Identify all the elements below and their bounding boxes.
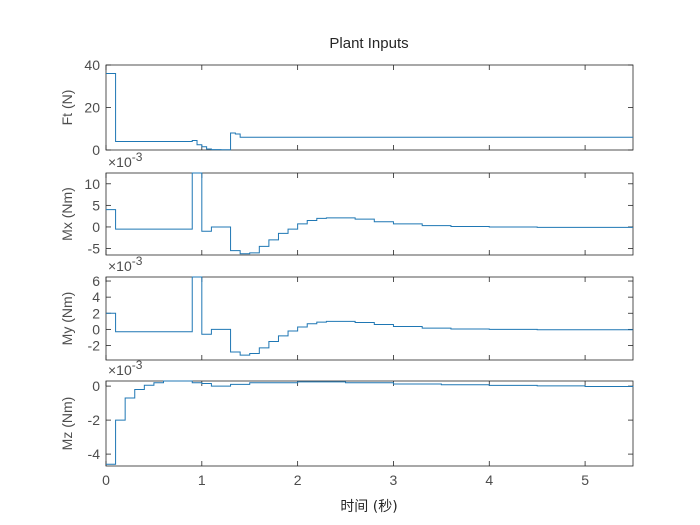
y-exponent-label: ×10-3: [108, 150, 143, 170]
y-tick-label: 40: [84, 57, 100, 73]
y-tick-label: 0: [92, 378, 100, 394]
y-tick-label: -4: [88, 446, 101, 462]
x-tick-label: 2: [294, 472, 302, 488]
y-tick-label: 6: [92, 273, 100, 289]
y-axis-label-mx: Mx (Nm): [59, 187, 75, 241]
series-line-mz: [106, 380, 634, 465]
y-tick-label: 0: [92, 142, 100, 158]
y-tick-label: 20: [84, 100, 100, 116]
y-tick-label: -2: [88, 337, 101, 353]
subplot-ft: 0 20 40 Ft (N): [59, 57, 634, 158]
y-tick-label: 0: [92, 219, 100, 235]
y-tick-label: 0: [92, 321, 100, 337]
series-line-my: [106, 276, 633, 356]
y-exponent-label: ×10-3: [108, 358, 143, 378]
series-line-mx: [106, 172, 633, 255]
y-axis-label-mz: Mz (Nm): [59, 397, 75, 451]
x-tick-label: 1: [198, 472, 206, 488]
axes-frame-my: [105, 276, 634, 361]
subplot-mx: -5 0 5 10 ×10-3 Mx (Nm): [59, 150, 634, 257]
subplot-mz: -4 -2 0 0 1 2 3 4 5 ×10-3 Mz (Nm): [59, 358, 634, 488]
x-tick-label: 4: [485, 472, 493, 488]
x-tick-label: 5: [581, 472, 589, 488]
x-tick-label: 3: [390, 472, 398, 488]
y-axis-label-my: My (Nm): [59, 292, 75, 346]
axes-frame-mz: [105, 380, 634, 467]
y-tick-label: 10: [84, 176, 100, 192]
x-tick-label: 0: [102, 472, 110, 488]
x-axis-label: 时间 (秒): [340, 499, 397, 515]
axes-frame-mx: [105, 172, 634, 256]
y-tick-label: -5: [88, 241, 101, 257]
axes-frame-ft: [105, 64, 634, 151]
y-exponent-label: ×10-3: [108, 254, 143, 274]
y-tick-label: 4: [92, 289, 100, 305]
chart-title: Plant Inputs: [329, 35, 408, 52]
y-tick-label: 5: [92, 197, 100, 213]
y-tick-label: 2: [92, 305, 100, 321]
y-tick-label: -2: [88, 412, 101, 428]
y-axis-label-ft: Ft (N): [59, 90, 75, 126]
series-line-ft: [106, 73, 633, 151]
